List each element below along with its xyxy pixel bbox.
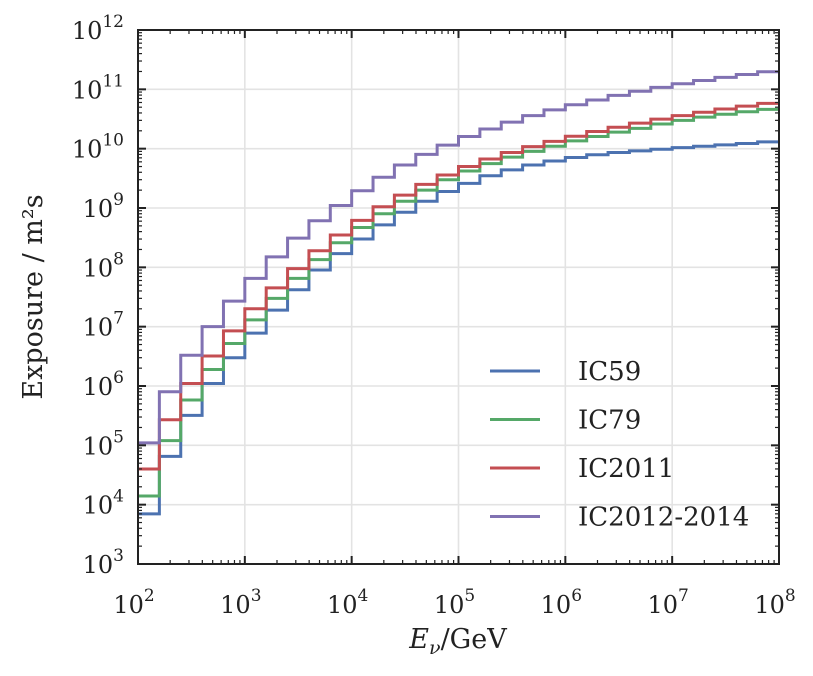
series-line-ic2011 <box>138 101 779 471</box>
x-axis-title-unit: /GeV <box>441 624 508 655</box>
x-tick-exponent: 8 <box>785 586 796 606</box>
x-tick-label: 105 <box>434 586 475 619</box>
x-axis-title-subscript: ν <box>429 637 441 659</box>
y-tick-exponent: 3 <box>113 546 124 566</box>
y-axis-title: Exposure / m²s <box>18 194 49 399</box>
x-tick-label: 107 <box>647 586 688 619</box>
x-axis-title: Eν/GeV <box>408 624 507 659</box>
y-tick-exponent: 8 <box>113 249 124 269</box>
x-tick-exponent: 3 <box>251 586 262 606</box>
y-tick-base: 10 <box>83 551 114 579</box>
y-tick-label: 1010 <box>72 131 124 164</box>
y-tick-exponent: 11 <box>102 71 124 91</box>
y-tick-exponent: 5 <box>113 427 124 447</box>
y-tick-base: 10 <box>83 254 114 282</box>
series-line-ic2012-2014 <box>138 70 779 445</box>
y-tick-label: 107 <box>83 309 124 342</box>
y-tick-base: 10 <box>83 492 114 520</box>
x-tick-base: 10 <box>113 591 144 619</box>
legend-label-ic2011: IC2011 <box>578 454 674 484</box>
series-lines <box>138 70 779 516</box>
legend-label-ic59: IC59 <box>578 357 641 387</box>
x-tick-exponent: 2 <box>144 586 155 606</box>
y-tick-exponent: 12 <box>102 12 124 32</box>
y-tick-label: 108 <box>83 249 124 282</box>
x-tick-base: 10 <box>541 591 572 619</box>
x-tick-label: 103 <box>220 586 261 619</box>
y-tick-exponent: 9 <box>113 190 124 210</box>
x-tick-label: 108 <box>754 586 795 619</box>
x-tick-base: 10 <box>754 591 785 619</box>
axis-ticks <box>137 29 780 565</box>
x-tick-exponent: 6 <box>571 586 582 606</box>
y-tick-base: 10 <box>83 432 114 460</box>
y-tick-exponent: 6 <box>113 368 124 388</box>
x-tick-exponent: 7 <box>678 586 689 606</box>
legend: IC59 IC79 IC2011 IC2012-2014 <box>490 357 749 533</box>
y-tick-base: 10 <box>72 17 103 45</box>
x-tick-base: 10 <box>647 591 678 619</box>
legend-label-ic2012-2014: IC2012-2014 <box>578 503 749 533</box>
y-tick-base: 10 <box>83 195 114 223</box>
x-tick-base: 10 <box>327 591 358 619</box>
x-tick-base: 10 <box>434 591 465 619</box>
y-tick-label: 104 <box>83 487 124 520</box>
y-tick-base: 10 <box>72 76 103 104</box>
grid <box>138 30 779 564</box>
y-tick-exponent: 7 <box>113 309 124 329</box>
y-tick-base: 10 <box>83 314 114 342</box>
x-tick-exponent: 5 <box>464 586 475 606</box>
y-tick-base: 10 <box>72 136 103 164</box>
legend-label-ic79: IC79 <box>578 406 641 436</box>
y-tick-base: 10 <box>83 373 114 401</box>
y-tick-label: 105 <box>83 427 124 460</box>
x-tick-label: 104 <box>327 586 368 619</box>
x-axis-title-base: E <box>408 624 429 655</box>
y-tick-label: 1012 <box>72 12 124 45</box>
y-tick-label: 106 <box>83 368 124 401</box>
x-tick-exponent: 4 <box>358 586 369 606</box>
x-tick-label: 102 <box>113 586 154 619</box>
y-tick-label: 109 <box>83 190 124 223</box>
y-tick-exponent: 4 <box>113 487 124 507</box>
y-tick-label: 1011 <box>72 71 124 104</box>
x-tick-label: 106 <box>541 586 582 619</box>
y-tick-exponent: 10 <box>102 131 124 151</box>
x-tick-labels: 102 103 104 105 106 107 108 <box>113 586 795 619</box>
x-tick-base: 10 <box>220 591 251 619</box>
y-tick-label: 103 <box>83 546 124 579</box>
